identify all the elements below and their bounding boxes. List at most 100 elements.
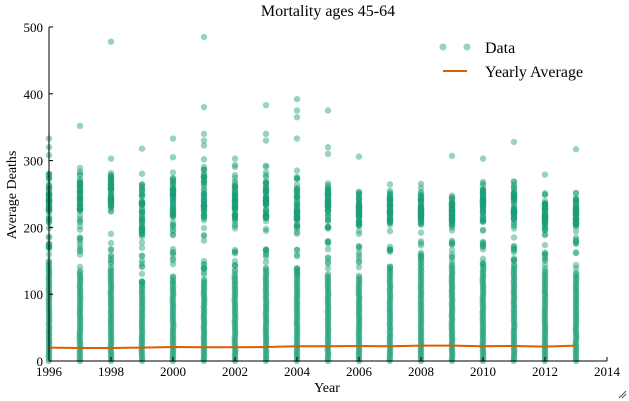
data-point: [200, 280, 208, 288]
data-point: [138, 282, 146, 290]
data-point: [293, 297, 300, 305]
data-point: [448, 216, 456, 223]
data-point: [448, 205, 456, 212]
data-point: [448, 346, 456, 353]
data-point: [386, 280, 394, 288]
data-point: [386, 246, 394, 254]
data-point: [448, 203, 456, 210]
data-point: [480, 349, 487, 356]
data-point: [76, 191, 84, 198]
resize-grip-icon[interactable]: [617, 389, 627, 399]
data-point: [479, 299, 486, 306]
data-point: [572, 339, 579, 346]
data-point: [138, 278, 146, 286]
data-point: [448, 206, 456, 214]
data-point: [355, 196, 363, 203]
data-point: [541, 226, 549, 234]
data-point: [76, 171, 84, 178]
data-point: [572, 329, 580, 336]
data-point: [510, 203, 518, 210]
data-point: [262, 291, 270, 298]
data-point: [355, 251, 363, 259]
data-point: [76, 206, 84, 213]
data-point: [262, 187, 270, 195]
data-point: [572, 208, 580, 215]
data-point: [386, 216, 394, 223]
data-point: [417, 216, 425, 223]
data-point: [417, 207, 425, 215]
data-point: [138, 233, 146, 240]
data-point: [324, 337, 332, 345]
data-point: [200, 329, 208, 336]
data-point: [355, 272, 363, 279]
data-point: [448, 284, 456, 291]
data-point: [355, 321, 363, 328]
data-point: [107, 319, 115, 326]
data-point: [355, 205, 363, 212]
data-point: [324, 297, 332, 305]
data-point: [107, 339, 115, 346]
data-point: [201, 301, 208, 308]
data-point: [77, 319, 84, 326]
data-point: [448, 210, 456, 218]
data-point: [479, 347, 486, 355]
data-point: [77, 317, 84, 325]
data-point: [107, 291, 115, 298]
data-point: [324, 216, 332, 224]
data-point: [200, 206, 208, 214]
data-point: [138, 321, 146, 328]
data-point: [355, 214, 363, 221]
data-point: [355, 312, 363, 320]
data-point: [572, 216, 580, 224]
data-point: [479, 239, 487, 246]
data-point-outlier: [200, 33, 208, 41]
data-point: [355, 329, 363, 336]
data-point: [231, 341, 239, 348]
data-point: [417, 184, 425, 192]
data-point: [355, 211, 363, 219]
data-point: [169, 231, 177, 238]
data-point: [479, 246, 487, 253]
data-point: [107, 204, 115, 212]
data-point: [107, 285, 115, 293]
data-point: [200, 204, 208, 211]
data-point: [510, 312, 517, 320]
data-point: [541, 205, 549, 213]
data-point: [541, 334, 549, 341]
data-point: [262, 246, 270, 254]
data-point: [541, 216, 549, 224]
data-point: [324, 194, 332, 201]
data-point: [386, 215, 394, 223]
data-point: [417, 192, 425, 199]
data-point: [262, 316, 270, 323]
data-point: [138, 287, 146, 295]
data-point: [541, 332, 549, 340]
data-point: [510, 316, 518, 323]
data-point: [138, 221, 146, 228]
data-point: [510, 181, 518, 188]
data-point: [76, 195, 84, 202]
data-point: [262, 194, 270, 202]
data-point: [572, 306, 580, 313]
data-point: [170, 282, 177, 290]
data-point: [479, 311, 487, 318]
data-point: [169, 326, 177, 333]
data-point: [418, 307, 425, 315]
data-point: [107, 311, 115, 318]
data-point: [387, 347, 394, 355]
data-point: [448, 289, 456, 296]
data-point: [138, 307, 146, 315]
data-point: [510, 249, 518, 256]
data-point: [541, 314, 549, 321]
data-point: [262, 192, 270, 199]
data-point: [231, 317, 238, 325]
data-point: [510, 204, 518, 211]
data-point: [107, 292, 114, 300]
data-point: [355, 213, 363, 220]
data-point: [201, 277, 208, 285]
data-point: [231, 304, 239, 311]
data-point: [262, 309, 270, 316]
data-point: [324, 207, 332, 214]
data-point: [510, 192, 518, 200]
